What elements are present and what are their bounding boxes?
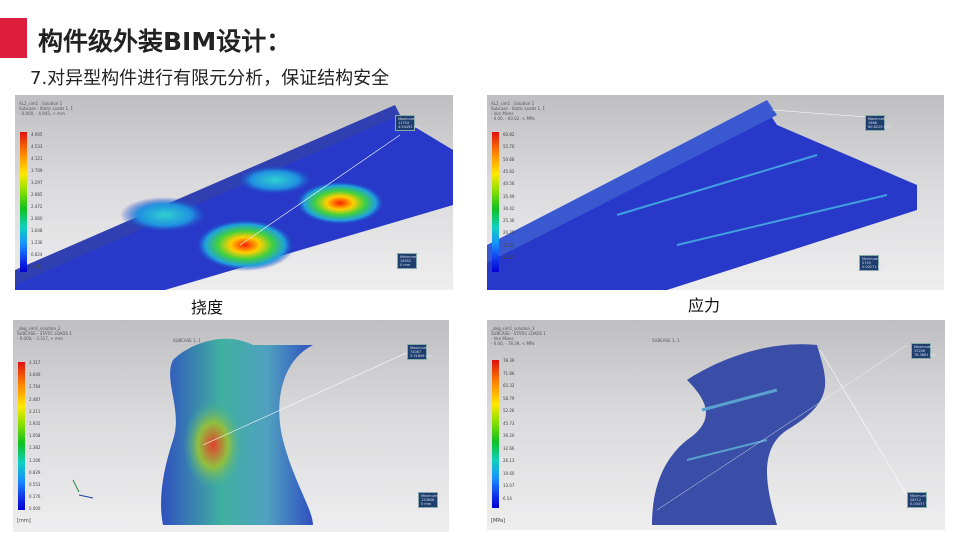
legend-tick-label: 4.533	[31, 144, 43, 149]
minimum-annotation: Minimum 28712 0.00437 MPa	[907, 492, 933, 508]
color-legend-bar	[492, 360, 499, 508]
maximum-annotation: Maximum 1666 60.8229 MPa	[865, 115, 891, 131]
legend-tick-label: 55.76	[503, 144, 515, 150]
fea-stress-slab-image: AL2_sim1 : Solution 1 Subcase - Static L…	[487, 95, 944, 290]
unit-label: [MPa]	[491, 518, 506, 524]
legend-tick-label: 0.553	[29, 482, 41, 487]
page-title: 构件级外装BIM设计：	[38, 27, 292, 56]
legend-tick-label: 10.15	[503, 255, 515, 260]
legend-tick-label: 13.07	[503, 483, 515, 488]
slab-model	[487, 100, 917, 290]
slab-model	[15, 105, 453, 290]
legend-tick-label: 58.79	[503, 395, 515, 401]
result-header: _deg_sim1_solution_2 SUBCASE - STATIC LO…	[17, 326, 72, 341]
legend-tick-label: 0.276	[29, 494, 41, 500]
curved-panel-model	[72, 338, 414, 525]
legend-tick-label: 0.829	[29, 469, 41, 475]
legend-tick-label: 0.000	[29, 506, 41, 512]
legend-tick-label: 1.236	[31, 240, 43, 245]
legend-tick-label: 30.42	[503, 205, 515, 211]
legend-tick-label: 1.382	[29, 445, 41, 451]
fea-deflection-curved-panel-image: _deg_sim1_solution_2 SUBCASE - STATIC LO…	[13, 320, 449, 532]
legend-tick-label: 2.487	[29, 396, 41, 402]
maximum-annotation: Maximum 35206 78.3861 MPa	[911, 343, 937, 359]
legend-tick-label: 2.211	[29, 408, 41, 414]
legend-tick-label: 19.60	[503, 470, 515, 476]
unit-label: [mm]	[17, 518, 31, 524]
color-legend-bar	[20, 132, 27, 272]
legend-tick-label: 71.86	[503, 370, 515, 376]
legend-tick-label: 0.412	[31, 264, 43, 269]
legend-tick-label: 4.121	[31, 156, 43, 161]
legend-tick-label: 35.49	[503, 193, 515, 199]
legend-tick-label: 3.297	[31, 180, 43, 185]
legend-tick-label: 6.54	[503, 495, 512, 501]
legend-tick-label: 45.62	[503, 168, 515, 174]
color-legend-bar	[18, 362, 25, 510]
result-header: _deg_sim1_solution_3 SUBCASE - STATIC LO…	[491, 326, 546, 346]
minimum-annotation: Minimum 120808 0 mm	[418, 492, 438, 508]
legend-tick-label: 1.648	[31, 228, 43, 233]
minimum-annotation: Minimum 2745 0.00271 MPa	[859, 255, 885, 271]
title-accent-bar	[0, 18, 27, 58]
legend-tick-label: 1.106	[29, 457, 41, 463]
legend-tick-label: 50.68	[503, 156, 515, 162]
legend-tick-label: 2.472	[31, 204, 43, 209]
result-header: AL2_sim1 : Solution 1 Subcase - Static L…	[19, 101, 74, 116]
legend-tick-label: 39.20	[503, 433, 515, 438]
caption-deflection: 挠度	[191, 298, 224, 317]
legend-tick-label: 3.040	[29, 372, 41, 378]
legend-tick-label: 0.824	[31, 252, 43, 257]
legend-tick-label: 1.935	[29, 421, 41, 426]
result-header: AL2_sim1 : Solution 1 Subcase - Static L…	[491, 101, 546, 121]
legend-tick-label: 40.56	[503, 181, 515, 187]
legend-tick-label: 45.73	[503, 420, 515, 426]
legend-tick-label: 3.709	[31, 168, 43, 173]
subcase-label: SUBCASE 1, 1	[652, 338, 680, 343]
legend-tick-label: 78.39	[503, 358, 515, 363]
color-legend-bar	[492, 132, 499, 272]
legend-tick-label: 3.317	[29, 360, 41, 365]
legend-tick-label: 25.36	[503, 218, 515, 224]
fea-stress-curved-panel-image: _deg_sim1_solution_3 SUBCASE - STATIC LO…	[487, 320, 945, 530]
curved-panel-model	[652, 344, 908, 525]
legend-tick-label: 2.885	[31, 192, 43, 197]
legend-tick-label: 1.658	[29, 433, 41, 439]
legend-tick-label: 32.66	[503, 445, 515, 451]
legend-tick-label: 2.764	[29, 384, 41, 390]
page-subtitle: 7.对异型构件进行有限元分析，保证结构安全	[30, 68, 390, 89]
legend-tick-label: 26.13	[503, 458, 515, 463]
maximum-annotation: Maximum 72087 3.31656 mm	[407, 344, 432, 360]
legend-tick-label: 52.26	[503, 408, 515, 413]
maximum-annotation: Maximum 11754 4.94492 mm	[395, 115, 420, 131]
caption-stress: 应力	[688, 296, 721, 315]
legend-tick-label: 65.32	[503, 383, 515, 388]
subcase-label: SUBCASE 1, 1	[173, 338, 201, 343]
minimum-annotation: Minimum 16452 0 mm	[397, 253, 417, 269]
legend-tick-label: 60.82	[503, 132, 515, 137]
legend-tick-label: 4.945	[31, 132, 43, 137]
legend-tick-label: 20.29	[503, 230, 515, 236]
fea-deflection-slab-image: AL2_sim1 : Solution 1 Subcase - Static L…	[15, 95, 453, 290]
legend-tick-label: 2.060	[31, 216, 43, 221]
legend-tick-label: 15.22	[503, 242, 515, 248]
